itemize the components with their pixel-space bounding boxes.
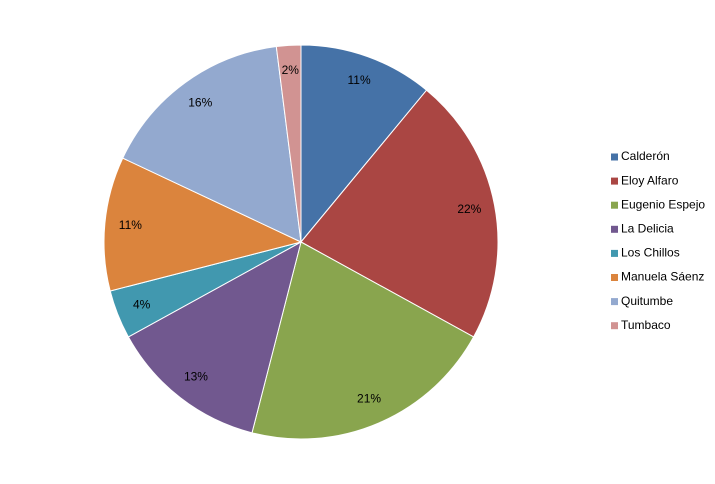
data-label: 4% <box>133 297 151 311</box>
legend-swatch <box>611 177 618 185</box>
legend-swatch <box>611 298 618 306</box>
legend-swatch <box>611 153 618 161</box>
legend-swatch <box>611 201 618 209</box>
data-label: 21% <box>357 391 381 405</box>
pie-slice <box>300 44 428 244</box>
legend-label: Eloy Alfaro <box>621 173 679 187</box>
legend-label: Quitumbe <box>621 294 673 308</box>
pie-slice <box>300 89 499 338</box>
pie-slice <box>127 241 302 434</box>
legend-swatch <box>611 322 618 330</box>
data-label: 16% <box>188 96 212 110</box>
data-label: 2% <box>282 63 300 77</box>
data-label: 13% <box>184 370 208 384</box>
legend-label: Los Chillos <box>621 246 680 260</box>
pie-slice <box>103 157 303 292</box>
data-label: 11% <box>347 73 370 87</box>
pie-slice <box>122 45 302 243</box>
legend-label: Eugenio Espejo <box>621 197 705 211</box>
data-label: 11% <box>119 218 142 232</box>
legend-swatch <box>611 249 618 257</box>
pie-slice <box>251 241 475 440</box>
legend-swatch <box>611 274 618 281</box>
legend-label: La Delicia <box>621 221 674 235</box>
legend-label: Calderón <box>621 149 670 163</box>
legend-swatch <box>611 225 618 233</box>
pie-slice <box>275 44 302 243</box>
legend-label: Manuela Sáenz <box>621 270 704 284</box>
legend-label: Tumbaco <box>621 318 671 332</box>
data-label: 22% <box>457 202 481 216</box>
